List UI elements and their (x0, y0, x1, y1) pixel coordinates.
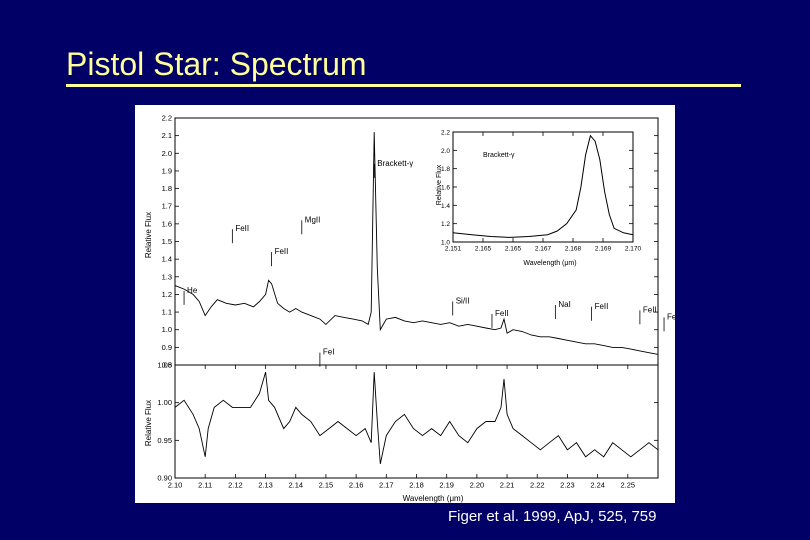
y-tick-label: 1.05 (157, 361, 172, 370)
y-tick-label: 0.95 (157, 436, 172, 445)
y-tick-label: 1.9 (162, 166, 172, 175)
y-tick-label: 2.2 (162, 114, 172, 123)
y-tick-label: 1.3 (162, 272, 172, 281)
xlabel: Wavelength (μm) (403, 494, 464, 503)
y-tick-label: 1.2 (162, 290, 172, 299)
panel-frame (452, 131, 634, 243)
line-annotation: FeII (275, 247, 289, 256)
y-tick-label: 1.8 (162, 184, 172, 193)
x-tick-label: 2.21 (500, 481, 515, 490)
y-tick-label: 2.0 (441, 148, 450, 155)
x-tick-label: 2.167 (535, 246, 552, 253)
y-tick-label: 1.6 (162, 219, 172, 228)
citation: Figer et al. 1999, ApJ, 525, 759 (448, 508, 657, 525)
line-annotation: NaI (558, 300, 570, 309)
x-tick-label: 2.20 (470, 481, 485, 490)
x-tick-label: 2.19 (439, 481, 454, 490)
line-annotation: FeII (495, 309, 509, 318)
y-tick-label: 1.0 (162, 325, 172, 334)
panel-frame (174, 364, 659, 479)
x-tick-label: 2.169 (595, 246, 612, 253)
x-tick-label: 2.23 (560, 481, 575, 490)
x-tick-label: 2.13 (258, 481, 273, 490)
y-tick-label: 1.8 (441, 166, 450, 173)
x-tick-label: 2.16 (349, 481, 364, 490)
x-tick-label: 2.24 (590, 481, 605, 490)
y-tick-label: 1.1 (162, 308, 172, 317)
x-tick-label: 2.18 (409, 481, 424, 490)
line-annotation: FeII (667, 312, 675, 321)
x-tick-label: 2.165 (505, 246, 522, 253)
line-annotation: MgII (305, 215, 321, 224)
line-annotation: FeII (595, 302, 609, 311)
line-annotation: Brackett-γ (377, 159, 413, 168)
line-annotation: He (187, 286, 198, 295)
x-tick-label: 2.12 (228, 481, 243, 490)
line-annotation: FeII (235, 224, 249, 233)
y-tick-label: 0.8 (162, 361, 172, 370)
y-tick-label: 1.2 (441, 221, 450, 228)
spectrum-line (174, 371, 659, 464)
inset-ylabel: Relative Flux (436, 164, 443, 205)
spectrum-line (174, 132, 659, 355)
x-tick-label: 2.151 (445, 246, 462, 253)
y-tick-label: 0.90 (157, 474, 172, 483)
y-tick-label: 2.0 (162, 149, 172, 158)
spectrum-chart: 2.22.12.01.91.81.71.61.51.41.31.21.11.00… (144, 114, 675, 504)
y-tick-label: 1.0 (441, 240, 450, 247)
x-tick-label: 2.170 (625, 246, 642, 253)
y-tick-label: 2.2 (441, 130, 450, 137)
inset-title: Brackett-γ (483, 152, 515, 159)
x-tick-label: 2.165 (475, 246, 492, 253)
x-tick-label: 2.25 (621, 481, 636, 490)
y-tick-label: 1.4 (441, 203, 450, 210)
main-ylabel: Relative Flux (144, 212, 153, 258)
spectrum-line (452, 134, 634, 238)
y-tick-label: 0.9 (162, 343, 172, 352)
x-tick-label: 2.10 (168, 481, 183, 490)
y-tick-label: 2.1 (162, 131, 172, 140)
x-tick-label: 2.11 (198, 481, 212, 490)
y-tick-label: 1.5 (162, 237, 172, 246)
residual-panel: 1.05 1.00 0.95 0.902.10 2.11 2.12 2.13 2.14 2.15… (157, 361, 659, 490)
title-underline (66, 84, 741, 87)
line-annotation: FeII (643, 305, 657, 314)
line-annotation: FeI (323, 348, 335, 357)
y-tick-label: 1.4 (162, 255, 172, 264)
y-tick-label: 1.7 (162, 202, 172, 211)
x-tick-label: 2.14 (288, 481, 303, 490)
line-annotation: Si/II (456, 296, 470, 305)
residual-ylabel: Relative Flux (144, 400, 153, 446)
x-tick-label: 2.15 (319, 481, 334, 490)
inset-xlabel: Wavelength (μm) (523, 260, 576, 267)
x-tick-label: 2.22 (530, 481, 545, 490)
axis-labels: Relative Flux Relative Flux Wavelength (… (144, 152, 577, 503)
slide-title: Pistol Star: Spectrum (66, 46, 367, 82)
y-tick-label: 1.6 (441, 185, 450, 192)
inset-panel: 2.2 2.0 1.8 1.6 1.4 1.2 1.02.151 2.165 2.165 2.16… (441, 130, 642, 253)
x-tick-label: 2.17 (379, 481, 394, 490)
spectrum-figure: 2.2 2.1 2.0 1.9 1.8 1.7 1.6 1.5 1.4 1.3 1.2 1.1 1.0 0… (135, 105, 675, 503)
y-tick-label: 1.00 (157, 398, 172, 407)
x-tick-label: 2.168 (565, 246, 582, 253)
